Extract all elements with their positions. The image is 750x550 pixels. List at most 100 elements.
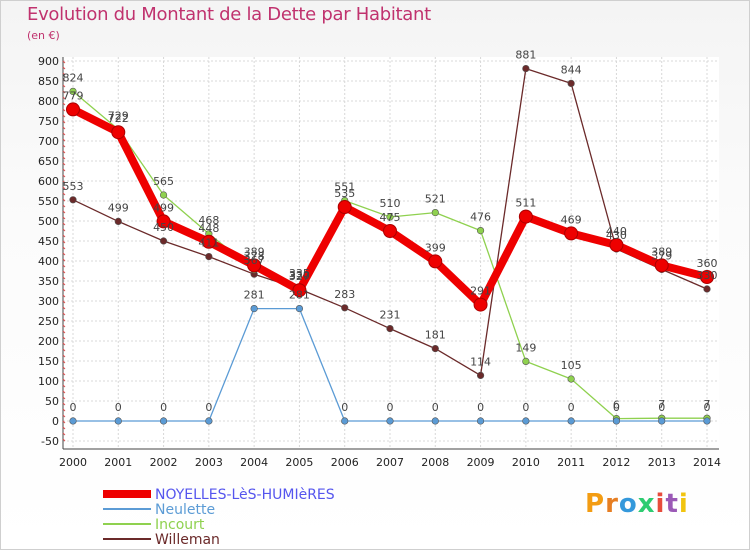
data-label: 565 [153,175,174,188]
data-point [386,213,394,221]
data-label: 330 [289,269,310,282]
data-point [567,375,575,383]
axis-tick [62,174,66,178]
data-label: 475 [380,211,401,224]
data-point [247,258,262,273]
x-tick-label: 2013 [648,456,676,469]
x-tick-label: 2010 [512,456,540,469]
axis-tick [62,66,66,70]
legend-label: NOYELLES-LèS-HUMIèRES [155,487,335,503]
axis-tick [62,126,66,130]
y-tick-label: 350 [38,275,59,288]
data-point [518,209,533,224]
axis-tick [62,282,66,286]
axis-tick [62,336,66,340]
proxiti-logo: Proxiti [585,489,689,519]
legend-label: Incourt [155,517,205,533]
axis-tick [62,402,66,406]
axis-tick [62,222,66,226]
data-label: 231 [380,309,401,322]
data-point [341,304,349,312]
data-label: 6 [613,399,620,412]
axis-tick [62,270,66,274]
plot-area [63,57,719,445]
legend-label: Willeman [155,532,220,548]
axis-tick [62,60,66,64]
data-label: 729 [108,109,129,122]
data-label: 0 [432,401,439,414]
x-tick-label: 2003 [195,456,223,469]
data-point [159,191,168,199]
y-tick-label: 850 [38,75,59,88]
data-label: 0 [568,401,575,414]
data-label: 360 [697,257,718,270]
data-label: 553 [63,180,84,193]
axis-tick [62,138,66,142]
data-point [205,417,213,425]
data-label: 378 [244,250,265,263]
data-label: 881 [515,49,536,62]
y-tick-label: 0 [52,415,59,428]
axis-tick [62,366,66,370]
data-point [114,417,122,425]
data-point [431,345,439,353]
x-tick-label: 2012 [602,456,630,469]
axis-tick [62,96,66,100]
axis-tick [62,216,66,220]
data-point [428,254,443,269]
axis-tick [62,438,66,442]
data-point [567,417,575,425]
data-label: 149 [515,341,536,354]
data-label: 0 [205,401,212,414]
y-tick-label: -50 [41,435,59,448]
data-point [386,417,394,425]
data-label: 0 [477,401,484,414]
data-label: 450 [153,221,174,234]
data-label: 411 [198,237,219,250]
axis-tick [62,204,66,208]
logo-letter: x [637,489,656,519]
axis-tick [62,264,66,268]
axis-tick [62,390,66,394]
axis-tick [62,108,66,112]
y-tick-label: 150 [38,355,59,368]
axis-tick [62,324,66,328]
data-label: 330 [697,269,718,282]
axis-tick [62,246,66,250]
y-tick-label: 500 [38,215,59,228]
x-tick-label: 2006 [331,456,359,469]
data-point [703,417,711,425]
data-point [156,214,171,229]
data-point [205,253,213,261]
data-label: 281 [289,289,310,302]
data-label: 367 [244,254,265,267]
data-label: 105 [561,359,582,372]
axis-tick [62,348,66,352]
axis-tick [62,396,66,400]
y-tick-label: 550 [38,195,59,208]
data-label: 0 [115,401,122,414]
y-tick-label: 400 [38,255,59,268]
axis-tick [62,168,66,172]
x-tick-label: 2004 [240,456,268,469]
axis-tick [62,186,66,190]
data-point [201,234,216,249]
axis-tick [62,234,66,238]
axis-tick [62,180,66,184]
data-point [69,417,77,425]
y-tick-label: 300 [38,295,59,308]
axis-tick [62,384,66,388]
axis-tick [62,294,66,298]
data-label: 7 [704,398,711,411]
data-point [295,305,304,313]
data-label: 448 [198,222,219,235]
data-point [431,209,439,217]
data-label: 0 [70,401,77,414]
axis-tick [62,258,66,262]
axis-tick [62,414,66,418]
x-tick-label: 2009 [467,456,495,469]
axis-tick [62,156,66,160]
axis-tick [62,288,66,292]
data-label: 327 [289,270,310,283]
